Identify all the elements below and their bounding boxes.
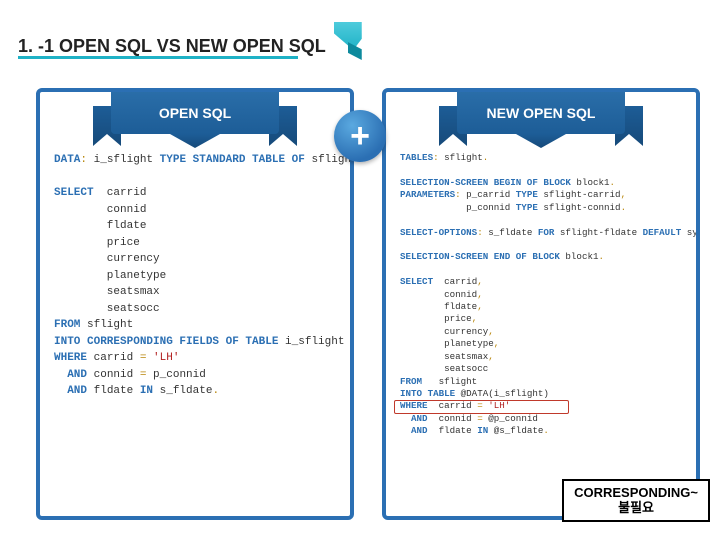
panel-new-open-sql: NEW OPEN SQL TABLES: sflight. SELECTION-… xyxy=(382,88,700,520)
note-line1: CORRESPONDING~ xyxy=(574,485,698,501)
corresponding-note: CORRESPONDING~ 불필요 xyxy=(562,479,710,522)
plus-badge-icon: + xyxy=(334,110,386,162)
highlight-into-table xyxy=(394,400,569,414)
banner-chevron-icon xyxy=(170,134,220,148)
code-block-new-open-sql: TABLES: sflight. SELECTION-SCREEN BEGIN … xyxy=(400,152,682,438)
banner-right: NEW OPEN SQL xyxy=(457,88,625,134)
banner-left: OPEN SQL xyxy=(111,88,279,134)
banner-left-label: OPEN SQL xyxy=(111,88,279,134)
panel-open-sql: OPEN SQL DATA: i_sflight TYPE STANDARD T… xyxy=(36,88,354,520)
title-underline xyxy=(18,56,298,59)
code-block-open-sql: DATA: i_sflight TYPE STANDARD TABLE OF s… xyxy=(54,152,336,400)
banner-chevron-icon xyxy=(516,134,566,148)
ribbon-fold-icon xyxy=(334,28,362,64)
note-line2: 불필요 xyxy=(574,500,698,516)
slide-title: 1. -1 OPEN SQL VS NEW OPEN SQL xyxy=(18,36,326,57)
banner-right-label: NEW OPEN SQL xyxy=(457,88,625,134)
